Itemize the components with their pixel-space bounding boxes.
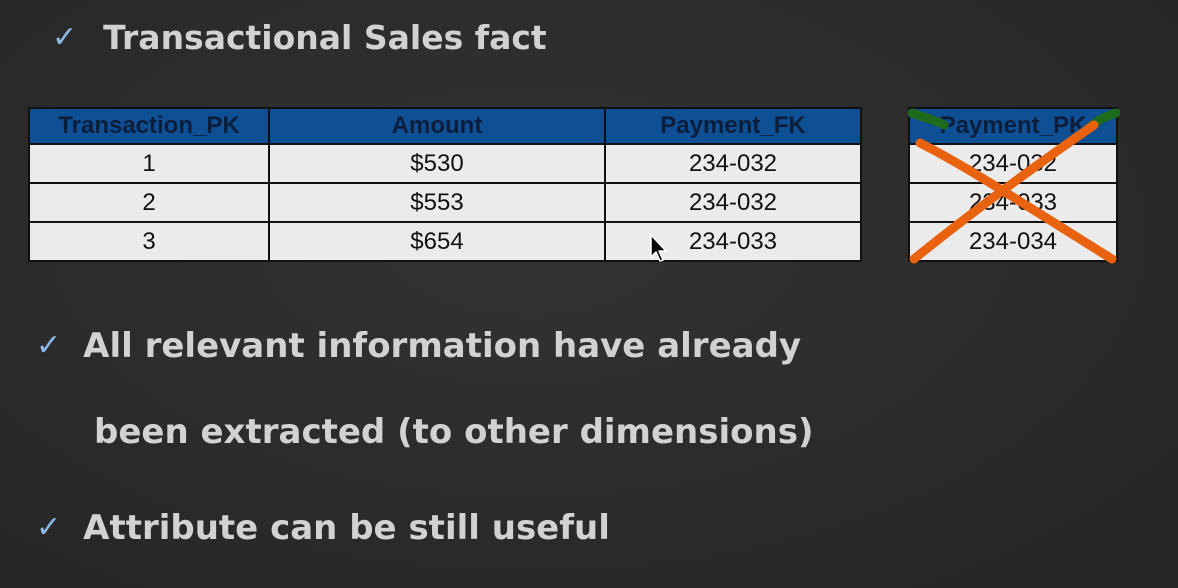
bullet-text: Attribute can be still useful	[83, 508, 610, 548]
cell-amount: $530	[268, 143, 606, 184]
table-row: 234-034	[908, 221, 1118, 262]
bullet-relevant-information: ✓ All relevant information have already	[36, 326, 801, 366]
table-row: 234-033	[908, 182, 1118, 223]
cell-payment-fk: 234-033	[604, 221, 862, 262]
cell-payment-fk: 234-032	[604, 182, 862, 223]
cell-transaction-pk: 2	[28, 182, 270, 223]
table-row: 3 $654 234-033	[28, 221, 862, 262]
table-header-row: Payment_PK	[908, 107, 1118, 145]
table-row: 234-032	[908, 143, 1118, 184]
payment-dimension-table: Payment_PK 234-032 234-033 234-034	[908, 107, 1118, 262]
mouse-pointer-icon	[650, 234, 667, 262]
cell-payment-pk: 234-033	[908, 182, 1118, 223]
title-bullet: ✓ Transactional Sales fact	[52, 18, 547, 57]
column-header-amount: Amount	[268, 107, 606, 145]
checkmark-icon: ✓	[36, 328, 62, 363]
bullet-text-line-2: been extracted (to other dimensions)	[94, 412, 814, 452]
slide-title: Transactional Sales fact	[103, 18, 547, 57]
table-row: 2 $553 234-032	[28, 182, 862, 223]
table-header-row: Transaction_PK Amount Payment_FK	[28, 107, 862, 145]
column-header-payment-pk: Payment_PK	[908, 107, 1118, 145]
bullet-text-line-1: All relevant information have already	[83, 326, 802, 366]
cell-payment-pk: 234-032	[908, 143, 1118, 184]
column-header-payment-fk: Payment_FK	[604, 107, 862, 145]
cell-amount: $654	[268, 221, 606, 262]
cell-payment-fk: 234-032	[604, 143, 862, 184]
table-row: 1 $530 234-032	[28, 143, 862, 184]
cell-transaction-pk: 3	[28, 221, 270, 262]
checkmark-icon: ✓	[52, 19, 78, 55]
cell-payment-pk: 234-034	[908, 221, 1118, 262]
transactional-sales-fact-table: Transaction_PK Amount Payment_FK 1 $530 …	[28, 107, 862, 262]
column-header-transaction-pk: Transaction_PK	[28, 107, 270, 145]
cell-amount: $553	[268, 182, 606, 223]
checkmark-icon: ✓	[36, 510, 62, 545]
bullet-attribute-useful: ✓ Attribute can be still useful	[36, 508, 610, 548]
cell-transaction-pk: 1	[28, 143, 270, 184]
